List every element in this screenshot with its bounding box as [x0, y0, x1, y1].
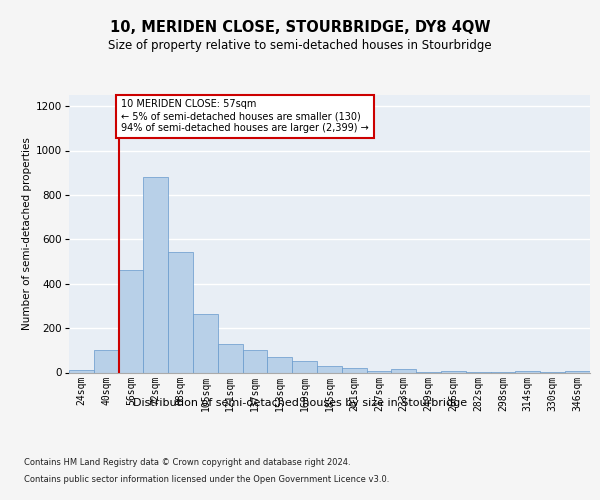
Text: Contains HM Land Registry data © Crown copyright and database right 2024.: Contains HM Land Registry data © Crown c…	[24, 458, 350, 467]
Bar	[168, 252, 193, 372]
Bar	[268, 357, 292, 372]
Text: Contains public sector information licensed under the Open Government Licence v3: Contains public sector information licen…	[24, 474, 389, 484]
Bar	[119, 270, 143, 372]
Bar	[391, 368, 416, 372]
Text: Distribution of semi-detached houses by size in Stourbridge: Distribution of semi-detached houses by …	[133, 398, 467, 407]
Bar	[317, 366, 342, 372]
Bar	[218, 344, 242, 372]
Bar	[441, 370, 466, 372]
Bar	[342, 368, 367, 372]
Bar	[143, 177, 168, 372]
Bar	[292, 362, 317, 372]
Text: Size of property relative to semi-detached houses in Stourbridge: Size of property relative to semi-detach…	[108, 40, 492, 52]
Text: 10 MERIDEN CLOSE: 57sqm
← 5% of semi-detached houses are smaller (130)
94% of se: 10 MERIDEN CLOSE: 57sqm ← 5% of semi-det…	[121, 100, 369, 132]
Bar	[565, 370, 590, 372]
Bar	[367, 370, 391, 372]
Bar	[69, 370, 94, 372]
Y-axis label: Number of semi-detached properties: Number of semi-detached properties	[22, 138, 32, 330]
Bar	[242, 350, 268, 372]
Bar	[515, 370, 540, 372]
Text: 10, MERIDEN CLOSE, STOURBRIDGE, DY8 4QW: 10, MERIDEN CLOSE, STOURBRIDGE, DY8 4QW	[110, 20, 490, 35]
Bar	[94, 350, 119, 372]
Bar	[193, 314, 218, 372]
